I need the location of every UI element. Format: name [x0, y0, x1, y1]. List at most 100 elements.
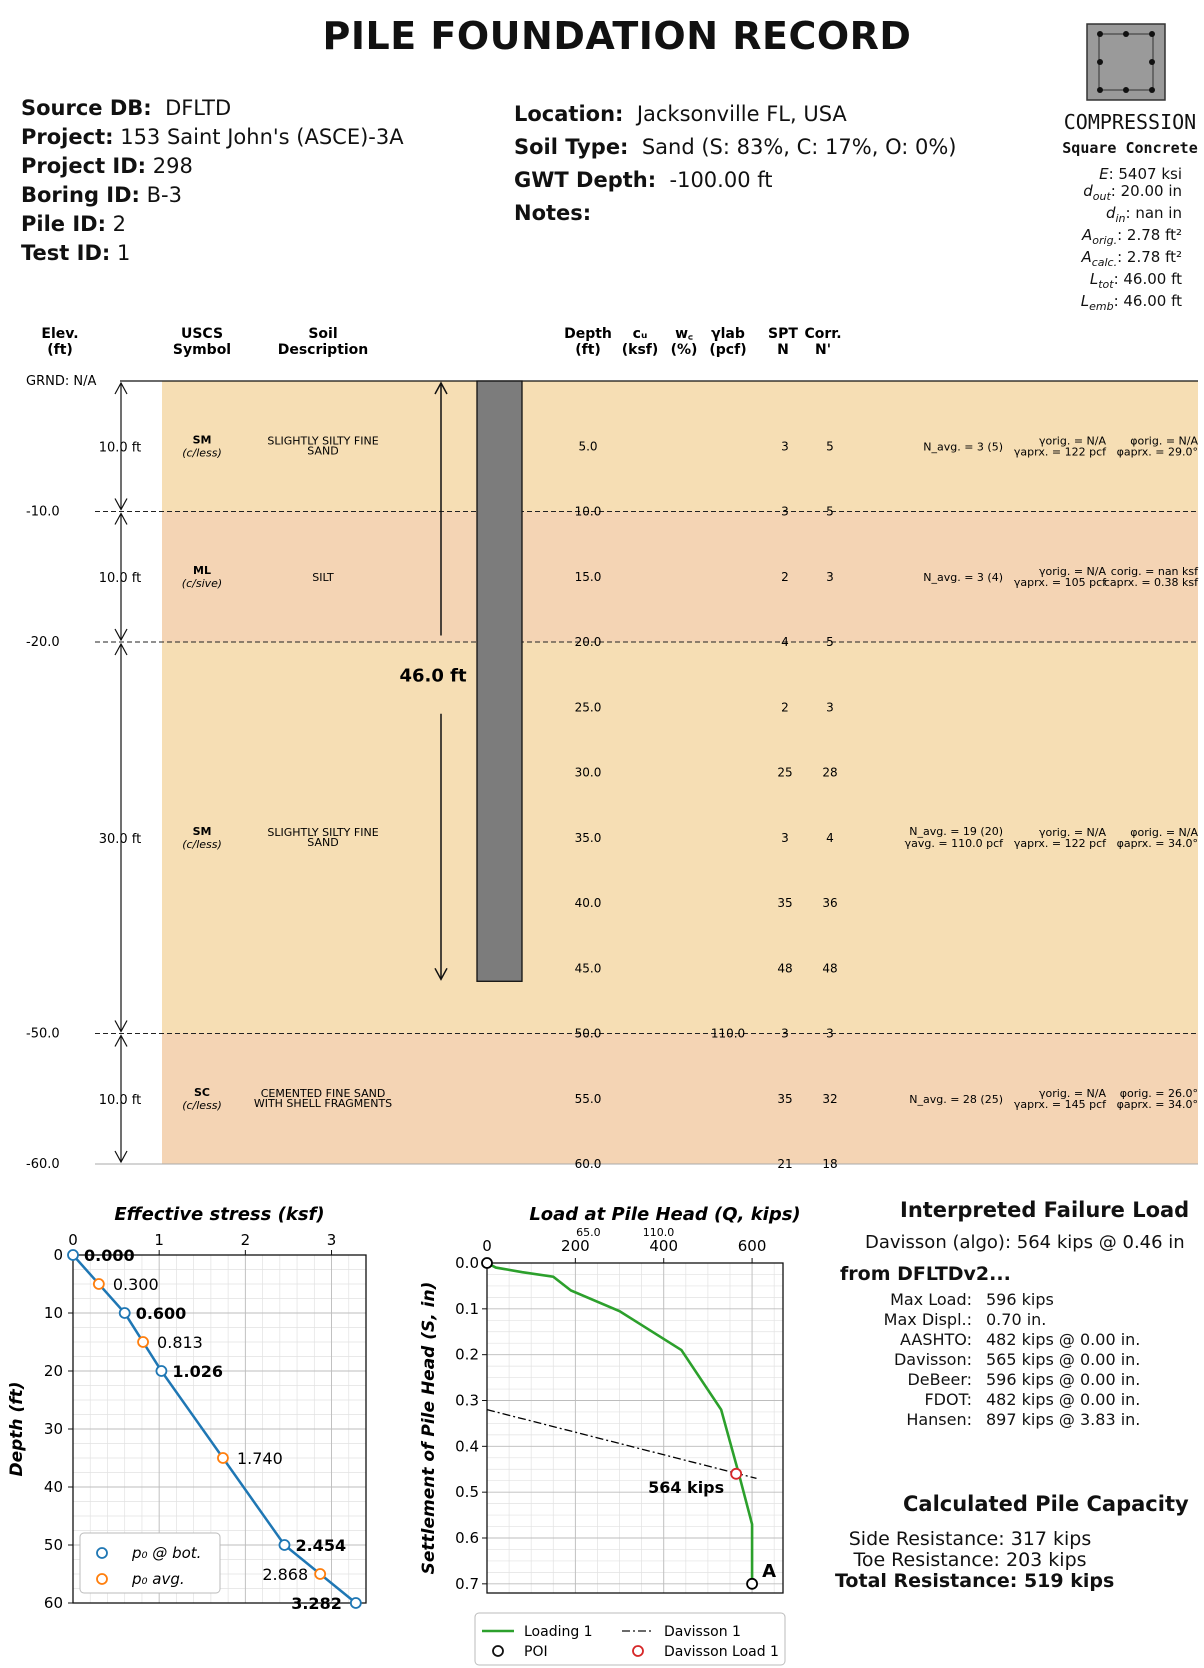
sample-depth: 55.0	[575, 1092, 602, 1106]
pile-properties: E: 5407 ksi dout: 20.00 in din: nan in Aori…	[1000, 166, 1182, 315]
legend-label: Davisson 1	[664, 1624, 741, 1640]
y-axis-label: Depth (ft)	[7, 1381, 27, 1476]
soil-layer	[162, 381, 1198, 512]
header-spt: SPT N	[768, 326, 798, 358]
load-plot-frame	[486, 1262, 784, 1594]
sample-corr-n: 5	[826, 635, 834, 649]
total-resistance: Total Resistance: 519 kips	[835, 1570, 1115, 1592]
uscs-class: (c/sive)	[182, 577, 222, 590]
header-elev: Elev. (ft)	[41, 326, 78, 358]
sample-corr-n: 36	[822, 896, 837, 910]
legend-label: Davisson Load 1	[664, 1644, 779, 1660]
pile-length-label: 46.0 ft	[399, 666, 467, 687]
y-tick-label: 0.7	[455, 1575, 479, 1593]
sample-spt-n: 48	[777, 961, 792, 975]
legend-label: p₀ @ bot.	[131, 1544, 201, 1562]
sample-spt-n: 3	[781, 505, 789, 519]
pile-section-type: Square Concrete	[1062, 139, 1198, 157]
pile-property: Ltot: 46.00 ft	[1089, 270, 1182, 292]
sample-corr-n: 3	[826, 700, 834, 714]
davisson-load-label: 564 kips	[648, 1478, 724, 1497]
sample-depth: 15.0	[575, 570, 602, 584]
point-label: 1.740	[237, 1449, 283, 1468]
header-soil: Soil Description	[278, 326, 369, 358]
gamma-aprx: γaprx. = 105 pcf	[1014, 576, 1107, 589]
point-p0-avg	[137, 1336, 149, 1348]
sample-spt-n: 2	[781, 570, 789, 584]
uscs-symbol: SM	[193, 825, 212, 838]
sample-ylab: 110.0	[711, 1027, 745, 1041]
param-orig: φorig. = N/A	[1130, 826, 1198, 839]
sample-spt-n: 21	[777, 1157, 792, 1171]
sample-depth: 20.0	[575, 635, 602, 649]
header-cu: cᵤ (ksf)	[622, 326, 659, 358]
point-a-label: A	[762, 1561, 776, 1582]
sample-spt-n: 35	[777, 896, 792, 910]
point-p0-avg	[92, 1278, 105, 1290]
meta-left: Source DB: DFLTD Project: 153 Saint John…	[21, 94, 404, 268]
sample-depth: 45.0	[575, 961, 602, 975]
side-resistance: Side Resistance: 317 kips	[848, 1528, 1092, 1550]
point-label: 2.454	[295, 1536, 346, 1555]
soil-description: CEMENTED FINE SAND	[261, 1087, 386, 1100]
y-tick-label: 60	[44, 1594, 63, 1612]
legend-label: p₀ avg.	[131, 1570, 185, 1588]
soil-log: Elev. (ft) USCS Symbol Soil Description Depth(…	[26, 326, 1199, 1172]
soil-layer	[162, 511, 1198, 642]
pile-property: din: nan in	[1105, 204, 1182, 226]
pile-property: dout: 20.00 in	[1083, 182, 1182, 204]
sample-corr-n: 48	[822, 961, 837, 975]
elev-mark: -10.0	[26, 505, 60, 520]
param-aprx: φaprx. = 29.0°	[1117, 445, 1198, 458]
meta-row: GWT Depth: -100.00 ft	[514, 168, 773, 192]
param-aprx: φaprx. = 34.0°	[1117, 1098, 1198, 1111]
meta-row: Soil Type: Sand (S: 83%, C: 17%, O: 0%)	[514, 135, 957, 159]
meta-row: Pile ID: 2	[21, 212, 127, 236]
gamma-orig: γorig. = N/A	[1039, 1087, 1106, 1100]
sample-spt-n: 25	[777, 766, 792, 780]
gamma-aprx: γaprx. = 122 pcf	[1014, 837, 1107, 850]
point-label: 0.300	[113, 1275, 159, 1294]
meta-row: Notes:	[514, 201, 592, 225]
x-tick-label: 400	[649, 1237, 678, 1255]
sample-corr-n: 4	[826, 831, 834, 845]
header-ylab: γlab (pcf)	[709, 326, 746, 358]
soil-description: WITH SHELL FRAGMENTS	[254, 1097, 392, 1110]
x-tick-label: 600	[738, 1237, 767, 1255]
sample-spt-n: 3	[781, 439, 789, 453]
meta-row: Location: Jacksonville FL, USA	[514, 102, 847, 126]
poi-marker	[746, 1577, 758, 1590]
failure-row: Davisson: 565 kips @ 0.00 in.	[893, 1350, 1141, 1369]
y-tick-label: 30	[44, 1420, 63, 1438]
secondary-tick-label: 65.0	[576, 1226, 601, 1239]
pile-load-type: COMPRESSION	[1063, 110, 1197, 134]
uscs-class: (c/less)	[182, 1099, 222, 1112]
header-depth: Depth (ft)	[564, 326, 612, 358]
layer-thickness: 10.0 ft	[99, 1093, 142, 1108]
meta-row: Test ID: 1	[21, 241, 131, 265]
soil-description: SILT	[312, 571, 334, 584]
toe-resistance: Toe Resistance: 203 kips	[853, 1549, 1087, 1571]
header-uscs: USCS Symbol	[173, 326, 231, 358]
layer-thickness: 10.0 ft	[99, 440, 142, 455]
meta-right: Location: Jacksonville FL, USA Soil Type…	[514, 98, 957, 230]
sample-corr-n: 18	[822, 1157, 837, 1171]
capacity-block: Side Resistance: 317 kips Toe Resistance…	[835, 1528, 1115, 1592]
y-axis-label: Settlement of Pile Head (S, in)	[419, 1282, 439, 1575]
y-tick-label: 0.0	[455, 1254, 479, 1272]
failure-heading: Interpreted Failure Load	[900, 1198, 1190, 1222]
n-avg: N_avg. = 3 (5)	[923, 440, 1003, 453]
sample-depth: 25.0	[575, 700, 602, 714]
pile-body	[476, 380, 523, 982]
y-tick-label: 10	[44, 1304, 63, 1322]
sample-corr-n: 5	[826, 505, 834, 519]
soil-description: SLIGHTLY SILTY FINE	[267, 434, 378, 447]
n-avg: N_avg. = 3 (4)	[923, 571, 1003, 584]
gamma-aprx: γaprx. = 145 pcf	[1014, 1098, 1107, 1111]
sample-spt-n: 2	[781, 700, 789, 714]
pile-property: E: 5407 ksi	[1099, 165, 1182, 183]
sample-depth: 10.0	[575, 505, 602, 519]
elev-mark: -60.0	[26, 1157, 60, 1172]
chart-title: Load at Pile Head (Q, kips)	[529, 1204, 800, 1225]
